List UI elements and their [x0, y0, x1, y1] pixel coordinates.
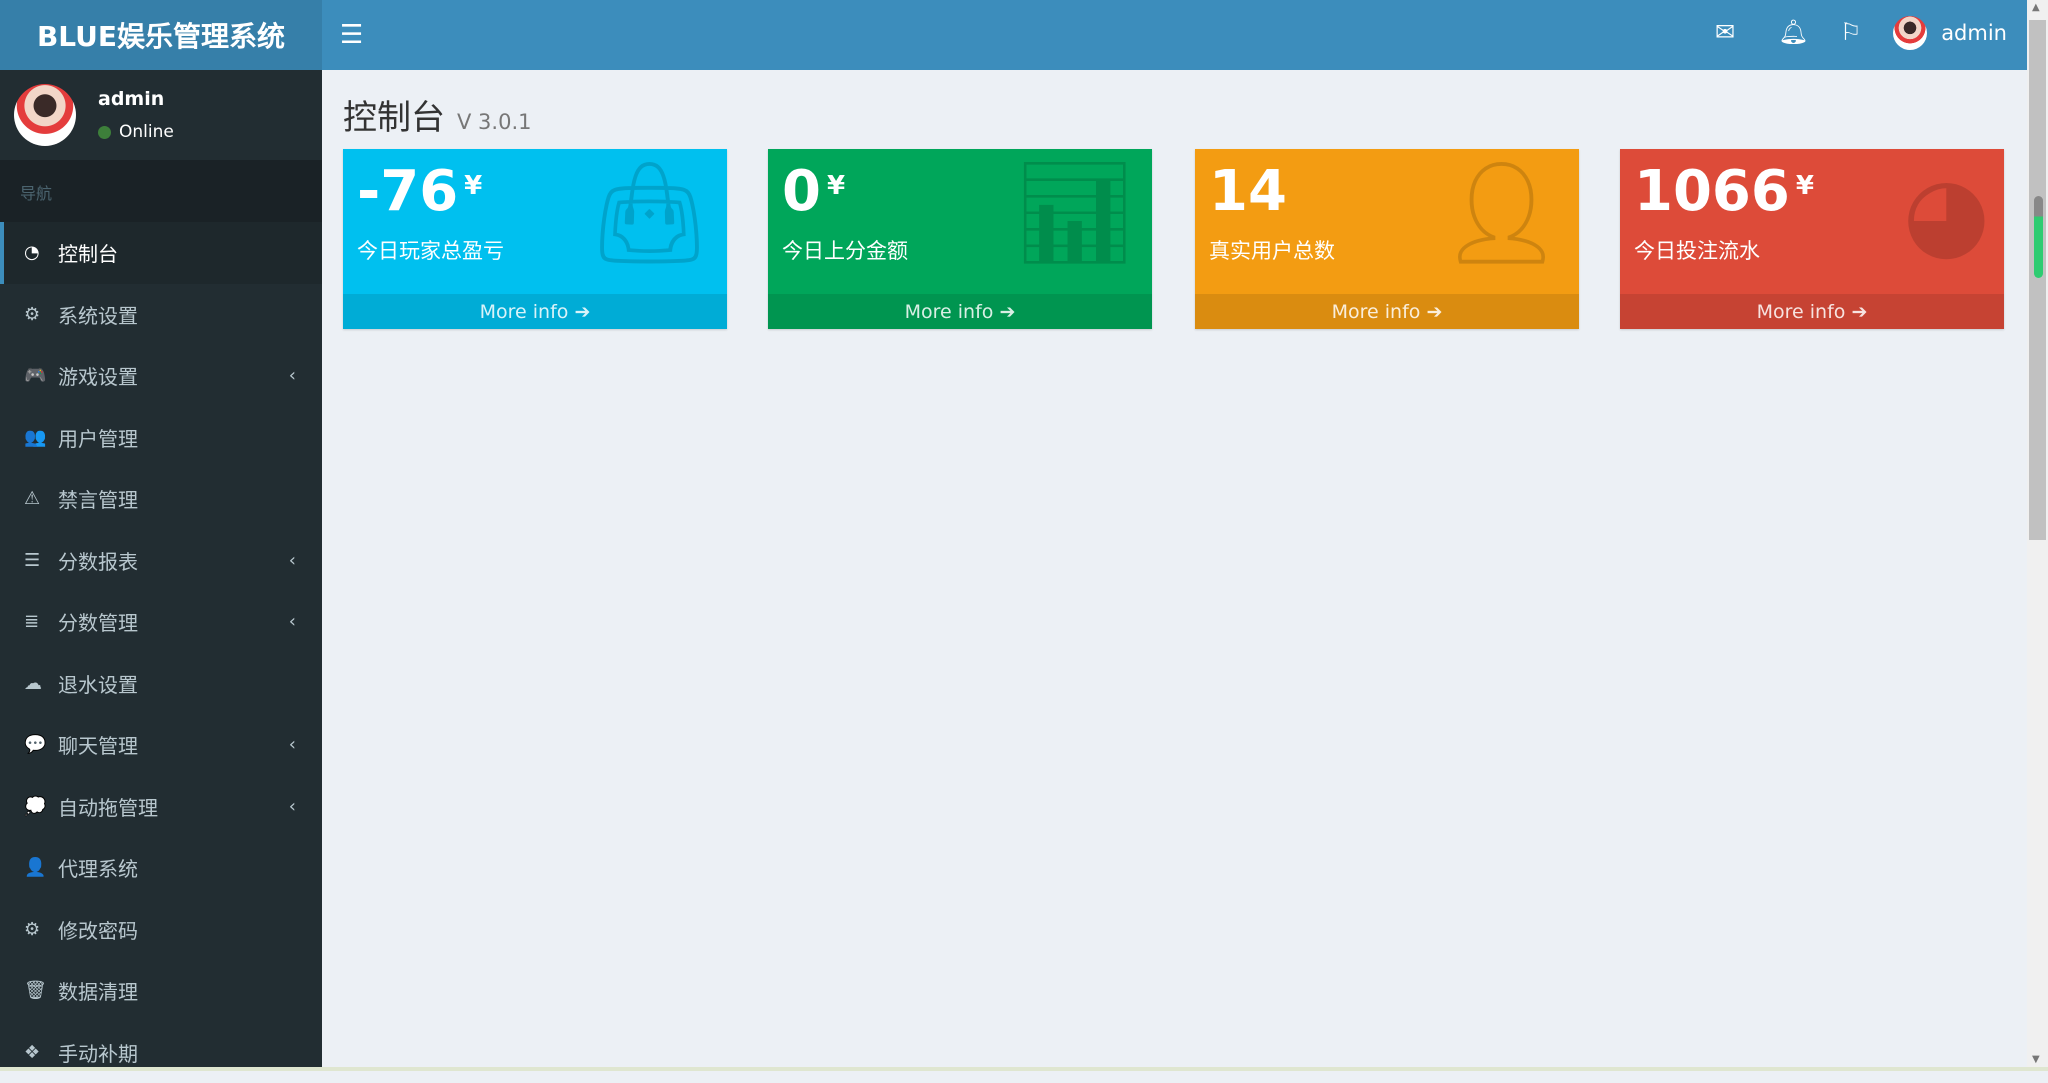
- more-info-link[interactable]: More info ➔: [343, 294, 727, 329]
- stat-card: 1066¥ 今日投注流水 ◕ More info ➔: [1620, 149, 2004, 329]
- sidebar-item[interactable]: 💬聊天管理 ‹: [0, 714, 322, 776]
- user-panel: admin Online: [0, 70, 322, 160]
- sidebar-item-label: 修改密码: [58, 915, 138, 944]
- chevron-left-icon: ‹: [289, 734, 296, 755]
- version: V 3.0.1: [457, 110, 531, 134]
- sidebar-item-label: 聊天管理: [58, 730, 138, 759]
- status-dot-icon: [98, 126, 111, 139]
- sidebar-item[interactable]: 💭自动拖管理 ‹: [0, 776, 322, 838]
- status-text: Online: [119, 122, 174, 142]
- stat-label: 真实用户总数: [1209, 235, 1335, 265]
- warning-icon: ⚠: [24, 488, 58, 509]
- sidebar-item-label: 游戏设置: [58, 361, 138, 390]
- sidebar-item-label: 分数管理: [58, 607, 138, 636]
- top-navbar: ☰ ✉ 🔔︎ ⚐ admin: [322, 0, 2027, 70]
- user-plus-icon: 👤︎: [1438, 163, 1565, 263]
- bar-chart-icon: 📊︎: [1011, 163, 1138, 263]
- stat-value: 14: [1209, 159, 1293, 224]
- sidebar-item[interactable]: 👤代理系统: [0, 837, 322, 899]
- users-icon: 👥: [24, 427, 58, 448]
- sidebar-item[interactable]: ⚙修改密码: [0, 899, 322, 961]
- sidebar-item-label: 分数报表: [58, 546, 138, 575]
- nav-header: 导航: [0, 160, 322, 222]
- comments-icon: 💬: [24, 734, 58, 755]
- sidebar-item[interactable]: 🎮游戏设置 ‹: [0, 345, 322, 407]
- gamepad-icon: 🎮: [24, 365, 58, 386]
- sidebar-item[interactable]: ◔控制台: [0, 222, 322, 284]
- user-menu[interactable]: admin: [1893, 16, 2007, 50]
- arrow-circle-right-icon: ➔: [1851, 301, 1867, 323]
- shopping-bag-icon: 👜︎: [586, 163, 713, 263]
- list-ol-icon: ☰: [24, 550, 58, 571]
- flag-icon[interactable]: ⚐: [1840, 18, 1862, 46]
- user-name: admin: [1941, 21, 2007, 45]
- sidebar-item[interactable]: 👥用户管理: [0, 407, 322, 469]
- stat-label: 今日玩家总盈亏: [357, 235, 504, 265]
- stat-card: -76¥ 今日玩家总盈亏 👜︎ More info ➔: [343, 149, 727, 329]
- gears-icon: ⚙: [24, 304, 58, 325]
- sidebar-item[interactable]: ❖手动补期: [0, 1022, 322, 1083]
- dashboard-icon: ◔: [24, 242, 58, 263]
- stat-value: 0¥: [782, 159, 845, 224]
- cog-icon: ⚙: [24, 919, 58, 940]
- scroll-up-icon[interactable]: ▲: [2032, 2, 2040, 13]
- stat-value: -76¥: [357, 159, 482, 224]
- bell-icon[interactable]: 🔔︎: [1778, 18, 1808, 46]
- sidebar-item[interactable]: ⚠禁言管理: [0, 468, 322, 530]
- cubes-icon: ❖: [24, 1042, 58, 1063]
- sidebar-item-label: 代理系统: [58, 853, 138, 882]
- cloud-download-icon: ☁: [24, 673, 58, 694]
- page-title: 控制台 V 3.0.1: [343, 90, 531, 139]
- app-logo[interactable]: BLUE娱乐管理系统: [0, 0, 322, 70]
- more-info-link[interactable]: More info ➔: [768, 294, 1152, 329]
- sidebar-item-label: 手动补期: [58, 1038, 138, 1067]
- commenting-icon: 💭: [24, 796, 58, 817]
- stat-label: 今日上分金额: [782, 235, 908, 265]
- stat-card: 0¥ 今日上分金额 📊︎ More info ➔: [768, 149, 1152, 329]
- sidebar-item[interactable]: 🗑数据清理: [0, 960, 322, 1022]
- chevron-left-icon: ‹: [289, 550, 296, 571]
- sidebar-item-label: 自动拖管理: [58, 792, 158, 821]
- stat-value: 1066¥: [1634, 159, 1814, 224]
- sidebar-item[interactable]: ☁退水设置: [0, 653, 322, 715]
- sidebar-item-label: 系统设置: [58, 300, 138, 329]
- pie-chart-icon: ◕: [1903, 163, 1990, 263]
- user-name: admin: [98, 88, 164, 110]
- online-status: Online: [98, 122, 174, 142]
- chevron-left-icon: ‹: [289, 796, 296, 817]
- sidebar-item-label: 退水设置: [58, 669, 138, 698]
- sidebar-item[interactable]: ≣分数管理 ‹: [0, 591, 322, 653]
- page-title-text: 控制台: [343, 98, 445, 138]
- avatar: [1893, 16, 1927, 50]
- sidebar-item-label: 用户管理: [58, 423, 138, 452]
- sidebar-item[interactable]: ⚙系统设置: [0, 284, 322, 346]
- arrow-circle-right-icon: ➔: [999, 301, 1015, 323]
- scroll-down-icon[interactable]: ▼: [2032, 1054, 2040, 1065]
- chevron-left-icon: ‹: [289, 611, 296, 632]
- database-icon: ≣: [24, 611, 58, 632]
- user-plus-icon: 👤: [24, 857, 58, 878]
- sidebar-item-label: 禁言管理: [58, 484, 138, 513]
- sidebar-item[interactable]: ☰分数报表 ‹: [0, 530, 322, 592]
- stat-card: 14 真实用户总数 👤︎ More info ➔: [1195, 149, 1579, 329]
- more-info-link[interactable]: More info ➔: [1195, 294, 1579, 329]
- stat-label: 今日投注流水: [1634, 235, 1760, 265]
- trash-icon: 🗑: [24, 980, 58, 1001]
- scrollbar[interactable]: ▲ ▼: [2027, 0, 2048, 1067]
- sidebar-toggle-icon[interactable]: ☰: [340, 20, 363, 50]
- arrow-circle-right-icon: ➔: [574, 301, 590, 323]
- envelope-icon[interactable]: ✉: [1715, 18, 1735, 46]
- scrollbar-thumb[interactable]: [2029, 20, 2046, 540]
- sidebar-item-label: 数据清理: [58, 976, 138, 1005]
- chevron-left-icon: ‹: [289, 365, 296, 386]
- more-info-link[interactable]: More info ➔: [1620, 294, 2004, 329]
- sidebar: admin Online 导航 ◔控制台⚙系统设置🎮游戏设置‹👥用户管理⚠禁言管…: [0, 70, 322, 1067]
- avatar: [14, 84, 76, 146]
- arrow-circle-right-icon: ➔: [1426, 301, 1442, 323]
- sidebar-item-label: 控制台: [58, 238, 118, 267]
